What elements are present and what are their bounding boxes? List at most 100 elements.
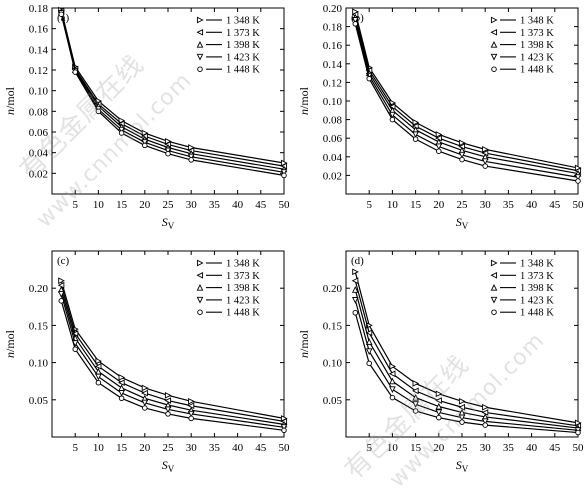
x-tick-label: 30 xyxy=(480,442,492,454)
series-line-4 xyxy=(60,293,285,428)
x-tick-label: 25 xyxy=(457,199,469,211)
data-point-1 xyxy=(164,392,172,399)
data-point-2 xyxy=(117,379,125,387)
data-point-2 xyxy=(365,329,373,337)
x-axis-label-main: S xyxy=(162,215,168,229)
data-point-1 xyxy=(141,384,149,392)
legend-label-4: 1 423 K xyxy=(226,295,260,306)
data-point-4 xyxy=(389,386,396,393)
y-tick-label: 0.08 xyxy=(323,115,343,127)
data-point-4 xyxy=(280,424,288,431)
legend-marker-2 xyxy=(490,271,498,279)
data-point-4 xyxy=(141,139,149,146)
data-point-2 xyxy=(435,397,442,404)
data-point-5 xyxy=(118,395,125,402)
legend-marker-4 xyxy=(490,53,498,61)
data-point-1 xyxy=(458,397,466,405)
y-tick-label: 0.12 xyxy=(323,77,342,89)
x-tick-label: 50 xyxy=(279,442,291,454)
chart-svg-d: 5 10 15 20 25 30 35 40 45 500.050.100.150.20SVn/m… xyxy=(297,250,584,474)
legend-marker-2 xyxy=(490,28,498,36)
data-point-5 xyxy=(188,415,194,422)
legend-label-1: 1 348 K xyxy=(226,259,260,270)
data-point-5 xyxy=(459,419,465,425)
data-point-5 xyxy=(142,142,148,149)
data-point-4 xyxy=(280,169,288,176)
legend-label-3: 1 398 K xyxy=(520,40,554,51)
x-tick-label: 40 xyxy=(232,442,244,454)
y-tick-label: 0.15 xyxy=(323,320,343,332)
data-point-1 xyxy=(435,131,443,138)
y-axis-label: n/mol xyxy=(3,86,17,115)
data-point-4 xyxy=(481,418,489,425)
x-axis-label: SV xyxy=(162,215,175,231)
x-tick-label: 45 xyxy=(549,442,561,454)
x-tick-label: 40 xyxy=(526,199,538,211)
y-tick-label: 0.04 xyxy=(323,152,343,164)
data-point-1 xyxy=(389,362,397,370)
data-point-1 xyxy=(435,390,443,398)
data-point-5 xyxy=(95,108,102,115)
legend-marker-4 xyxy=(196,296,204,304)
y-tick-label: 0.16 xyxy=(323,40,343,52)
y-axis-label: n/mol xyxy=(3,329,17,358)
legend-label-2: 1 373 K xyxy=(520,271,554,282)
panel-label: (c) xyxy=(57,255,70,267)
x-tick-label: 10 xyxy=(93,442,105,454)
data-point-5 xyxy=(352,310,359,316)
data-point-4 xyxy=(164,147,172,155)
x-tick-label: 5 xyxy=(366,199,372,211)
series-line-1 xyxy=(354,271,579,424)
legend-label-2: 1 373 K xyxy=(226,28,260,39)
chart-panel-b: 5 10 15 20 25 30 35 40 45 50 0.02 0.04 0.06 0.08 0.10 0… xyxy=(294,0,588,242)
data-point-5 xyxy=(281,172,287,179)
data-point-4 xyxy=(187,153,195,161)
legend-marker-1 xyxy=(490,259,498,267)
legend-marker-3 xyxy=(490,283,498,291)
x-tick-label: 15 xyxy=(410,199,422,211)
legend-marker-3 xyxy=(196,40,204,48)
data-point-5 xyxy=(389,394,396,401)
series-line-3 xyxy=(354,289,579,429)
legend-marker-4 xyxy=(490,296,498,304)
data-point-4 xyxy=(118,126,125,134)
legend-label-2: 1 373 K xyxy=(520,28,554,39)
legend-label-4: 1 423 K xyxy=(520,52,554,63)
y-tick-label: 0.20 xyxy=(29,283,49,295)
legend-marker-3 xyxy=(490,40,498,48)
series-line-2 xyxy=(354,280,579,427)
y-tick-label: 0.02 xyxy=(323,170,342,182)
data-point-5 xyxy=(366,360,372,367)
data-point-5 xyxy=(58,11,65,17)
data-point-4 xyxy=(412,401,419,408)
data-point-5 xyxy=(482,163,488,169)
legend-marker-5 xyxy=(491,309,497,315)
legend-label-4: 1 423 K xyxy=(226,52,260,63)
data-point-5 xyxy=(352,21,359,27)
x-axis-label-sub: V xyxy=(168,464,175,474)
y-axis-label-italic: n xyxy=(297,109,311,115)
x-tick-label: 10 xyxy=(387,442,399,454)
series-line-5 xyxy=(354,23,579,182)
data-point-4 xyxy=(57,291,65,298)
x-tick-label: 35 xyxy=(503,442,515,454)
y-tick-label: 0.16 xyxy=(29,24,49,36)
y-tick-label: 0.10 xyxy=(29,86,49,98)
y-tick-label: 0.06 xyxy=(29,127,49,139)
chart-svg-a: 5 10 15 20 25 30 35 40 45 50 0.02 0.04 0.06 0.08 0.10 0… xyxy=(3,3,290,231)
data-point-5 xyxy=(436,414,442,421)
data-point-2 xyxy=(458,403,466,411)
x-tick-label: 5 xyxy=(366,442,372,454)
data-point-5 xyxy=(188,157,194,163)
data-point-5 xyxy=(575,429,581,436)
x-tick-label: 45 xyxy=(549,199,561,211)
data-point-1 xyxy=(482,146,489,153)
y-tick-label: 0.08 xyxy=(29,106,49,118)
x-tick-label: 30 xyxy=(186,442,198,454)
chart-panel-d: 5 10 15 20 25 30 35 40 45 50 0.05 0.10 0.15 0.20 SV n/m… xyxy=(294,243,588,485)
legend-label-5: 1 448 K xyxy=(226,308,260,319)
x-tick-label: 15 xyxy=(116,199,128,211)
data-point-4 xyxy=(351,17,359,24)
x-axis-label: SV xyxy=(456,458,469,474)
data-point-5 xyxy=(281,427,287,434)
